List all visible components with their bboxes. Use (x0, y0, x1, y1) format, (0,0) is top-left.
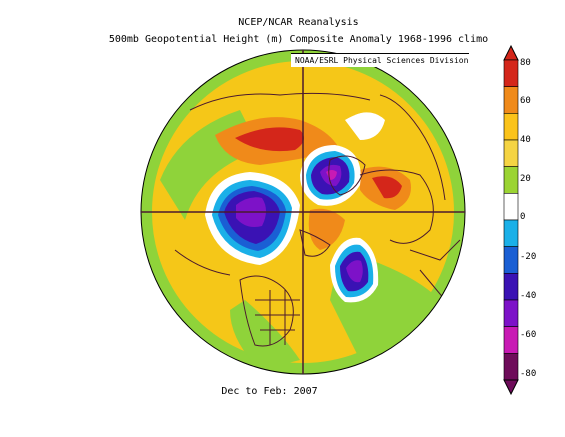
colorbar-swatch (503, 193, 519, 221)
colorbar-swatch (503, 299, 519, 327)
map-subtitle: 500mb Geopotential Height (m) Composite … (108, 34, 489, 45)
colorbar-swatch (503, 353, 519, 381)
date-label: Dec to Feb: 2007 (221, 386, 318, 397)
colorbar-tick-label: 0 (520, 212, 526, 222)
colorbar-tick-label: -80 (520, 369, 537, 379)
colorbar-tick-label: 40 (520, 135, 531, 145)
colorbar-tick-label: 60 (520, 96, 531, 106)
colorbar-swatch (503, 86, 519, 114)
credit-label: NOAA/ESRL Physical Sciences Division (291, 53, 469, 67)
colorbar-tick-label: -60 (520, 330, 537, 340)
colorbar-tick-label: 20 (520, 174, 531, 184)
colorbar-swatch (503, 166, 519, 194)
colorbar-tick-label: -20 (520, 252, 537, 262)
colorbar-swatch (503, 326, 519, 354)
anomaly-field (141, 50, 465, 374)
colorbar-tick-label: 80 (520, 58, 531, 68)
map-title: NCEP/NCAR Reanalysis (238, 17, 359, 28)
coastlines (174, 92, 461, 347)
colorbar-tick-label: -40 (520, 291, 537, 301)
colorbar (503, 44, 519, 396)
colorbar-swatch (503, 246, 519, 274)
colorbar-bottom-arrow (503, 379, 519, 396)
colorbar-swatch (503, 273, 519, 301)
colorbar-top-arrow (503, 44, 519, 61)
colorbar-swatch (503, 113, 519, 141)
colorbar-swatch (503, 219, 519, 247)
colorbar-swatch (503, 59, 519, 87)
colorbar-swatch (503, 139, 519, 167)
